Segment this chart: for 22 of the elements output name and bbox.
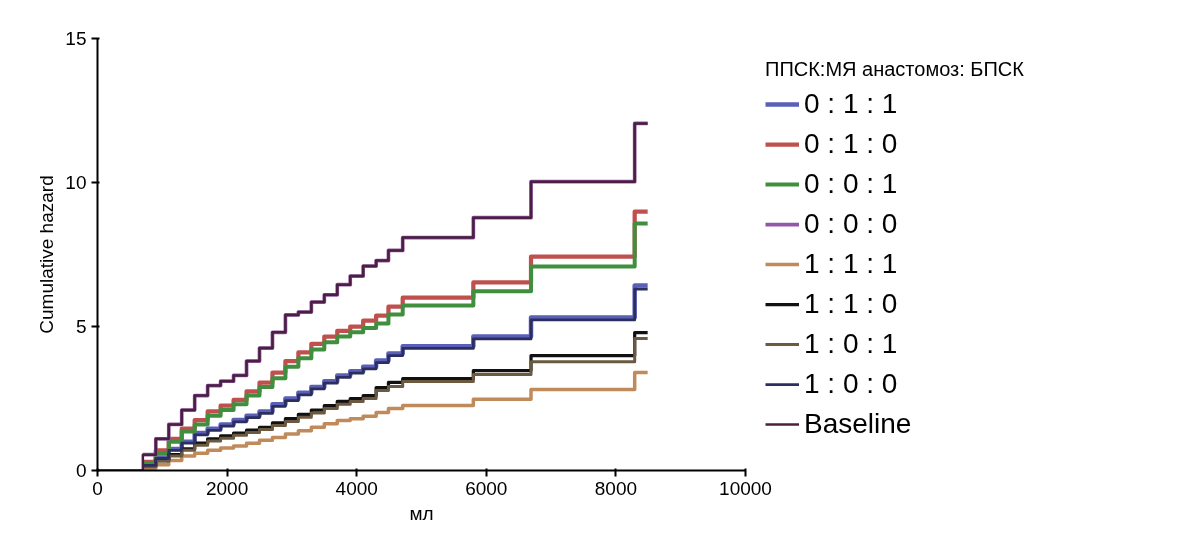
y-tick-label: 5 <box>75 316 87 337</box>
legend-label: 0 : 1 : 1 <box>804 87 898 121</box>
x-tick-label: 8000 <box>594 477 638 499</box>
legend-label: Baseline <box>804 407 912 441</box>
legend-label: 0 : 1 : 0 <box>804 127 898 161</box>
legend-label: 1 : 1 : 1 <box>804 247 898 281</box>
x-tick-label: 2000 <box>205 477 249 499</box>
legend-label: 1 : 0 : 0 <box>804 367 898 401</box>
x-tick-label: 0 <box>92 477 103 499</box>
x-tick-label: 6000 <box>465 477 508 499</box>
y-tick-label: 15 <box>65 28 87 49</box>
legend-title: ППСК:МЯ анастомоз: БПСК <box>765 58 1024 81</box>
y-tick-label: 10 <box>65 172 87 193</box>
legend-label: 0 : 0 : 0 <box>804 207 898 241</box>
x-axis-title: мл <box>409 502 434 524</box>
legend-label: 0 : 0 : 1 <box>804 167 898 201</box>
y-tick-label: 0 <box>75 460 87 481</box>
legend-label: 1 : 1 : 0 <box>804 287 898 321</box>
legend-label: 1 : 0 : 1 <box>804 327 898 361</box>
y-axis-title: Cumulative hazard <box>36 175 58 334</box>
x-tick-label: 10000 <box>719 477 772 499</box>
x-tick-label: 4000 <box>335 477 378 499</box>
